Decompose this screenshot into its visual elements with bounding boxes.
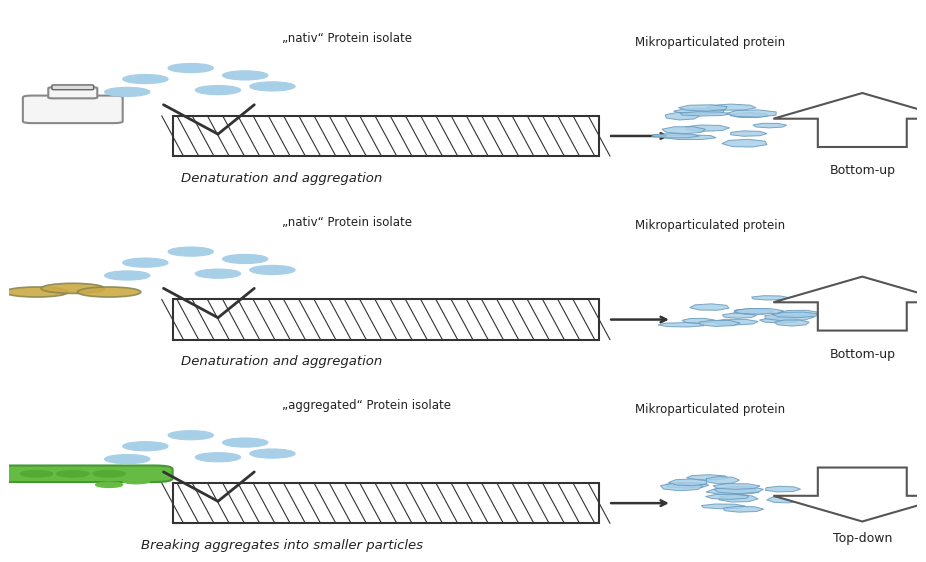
Ellipse shape — [78, 287, 141, 297]
Circle shape — [122, 442, 169, 451]
Polygon shape — [662, 127, 706, 134]
Circle shape — [105, 87, 150, 97]
FancyBboxPatch shape — [172, 116, 599, 156]
Polygon shape — [669, 479, 707, 486]
Polygon shape — [730, 112, 768, 117]
Polygon shape — [707, 477, 740, 484]
Polygon shape — [713, 484, 760, 490]
Polygon shape — [773, 93, 926, 147]
FancyBboxPatch shape — [172, 483, 599, 523]
Polygon shape — [752, 296, 789, 300]
Polygon shape — [680, 112, 731, 116]
Polygon shape — [765, 314, 814, 321]
Text: „aggregated“ Protein isolate: „aggregated“ Protein isolate — [282, 400, 451, 413]
Text: Bottom-up: Bottom-up — [830, 348, 895, 361]
Text: Denaturation and aggregation: Denaturation and aggregation — [181, 355, 382, 368]
Polygon shape — [733, 309, 774, 314]
Polygon shape — [731, 131, 767, 136]
Polygon shape — [722, 313, 757, 318]
Polygon shape — [719, 495, 758, 502]
Polygon shape — [690, 304, 729, 310]
Circle shape — [123, 478, 150, 484]
Polygon shape — [772, 312, 818, 318]
Polygon shape — [686, 475, 728, 480]
Polygon shape — [773, 277, 926, 330]
Circle shape — [250, 265, 295, 275]
Polygon shape — [658, 323, 704, 327]
Text: Top-down: Top-down — [832, 532, 892, 545]
Circle shape — [122, 74, 169, 84]
Circle shape — [195, 452, 241, 462]
Polygon shape — [682, 318, 715, 323]
FancyBboxPatch shape — [0, 465, 172, 482]
Circle shape — [222, 71, 268, 80]
Text: Mikroparticulated protein: Mikroparticulated protein — [635, 219, 785, 233]
Polygon shape — [714, 487, 763, 493]
Text: Denaturation and aggregation: Denaturation and aggregation — [181, 172, 382, 185]
Polygon shape — [660, 483, 704, 491]
Circle shape — [105, 271, 150, 280]
FancyBboxPatch shape — [48, 87, 97, 98]
Circle shape — [93, 470, 125, 477]
Polygon shape — [665, 112, 700, 120]
FancyBboxPatch shape — [52, 85, 94, 90]
Polygon shape — [701, 504, 745, 509]
Circle shape — [195, 269, 241, 278]
Ellipse shape — [41, 283, 105, 293]
Polygon shape — [723, 506, 764, 512]
Ellipse shape — [5, 287, 69, 297]
Circle shape — [222, 438, 268, 447]
Text: „nativ“ Protein isolate: „nativ“ Protein isolate — [282, 32, 411, 45]
Polygon shape — [713, 319, 758, 325]
Text: „nativ“ Protein isolate: „nativ“ Protein isolate — [282, 216, 411, 229]
Circle shape — [250, 449, 295, 458]
Circle shape — [122, 258, 169, 268]
Polygon shape — [753, 123, 787, 128]
Polygon shape — [679, 105, 727, 111]
Polygon shape — [673, 108, 724, 115]
Text: Breaking aggregates into smaller particles: Breaking aggregates into smaller particl… — [141, 539, 422, 552]
Text: Mikroparticulated protein: Mikroparticulated protein — [635, 403, 785, 416]
Polygon shape — [773, 468, 926, 522]
Circle shape — [56, 470, 89, 477]
Circle shape — [20, 470, 53, 477]
Polygon shape — [707, 104, 757, 110]
Text: Mikroparticulated protein: Mikroparticulated protein — [635, 36, 785, 49]
Circle shape — [95, 482, 123, 487]
Polygon shape — [734, 309, 783, 314]
Polygon shape — [774, 320, 809, 326]
Circle shape — [169, 247, 214, 256]
FancyBboxPatch shape — [172, 300, 599, 340]
Circle shape — [222, 255, 268, 264]
Polygon shape — [766, 486, 801, 492]
Polygon shape — [767, 496, 800, 503]
Polygon shape — [664, 135, 716, 139]
Circle shape — [169, 64, 214, 72]
Polygon shape — [722, 139, 767, 147]
Polygon shape — [777, 310, 820, 316]
Text: Bottom-up: Bottom-up — [830, 164, 895, 178]
Polygon shape — [685, 125, 730, 132]
Polygon shape — [666, 483, 709, 488]
Polygon shape — [759, 318, 798, 323]
Circle shape — [250, 82, 295, 91]
FancyBboxPatch shape — [23, 96, 122, 123]
Polygon shape — [652, 134, 699, 138]
Polygon shape — [726, 110, 776, 117]
Circle shape — [105, 455, 150, 464]
Polygon shape — [706, 488, 759, 495]
Polygon shape — [699, 320, 740, 327]
Circle shape — [195, 85, 241, 94]
Circle shape — [169, 430, 214, 440]
Polygon shape — [706, 494, 748, 500]
